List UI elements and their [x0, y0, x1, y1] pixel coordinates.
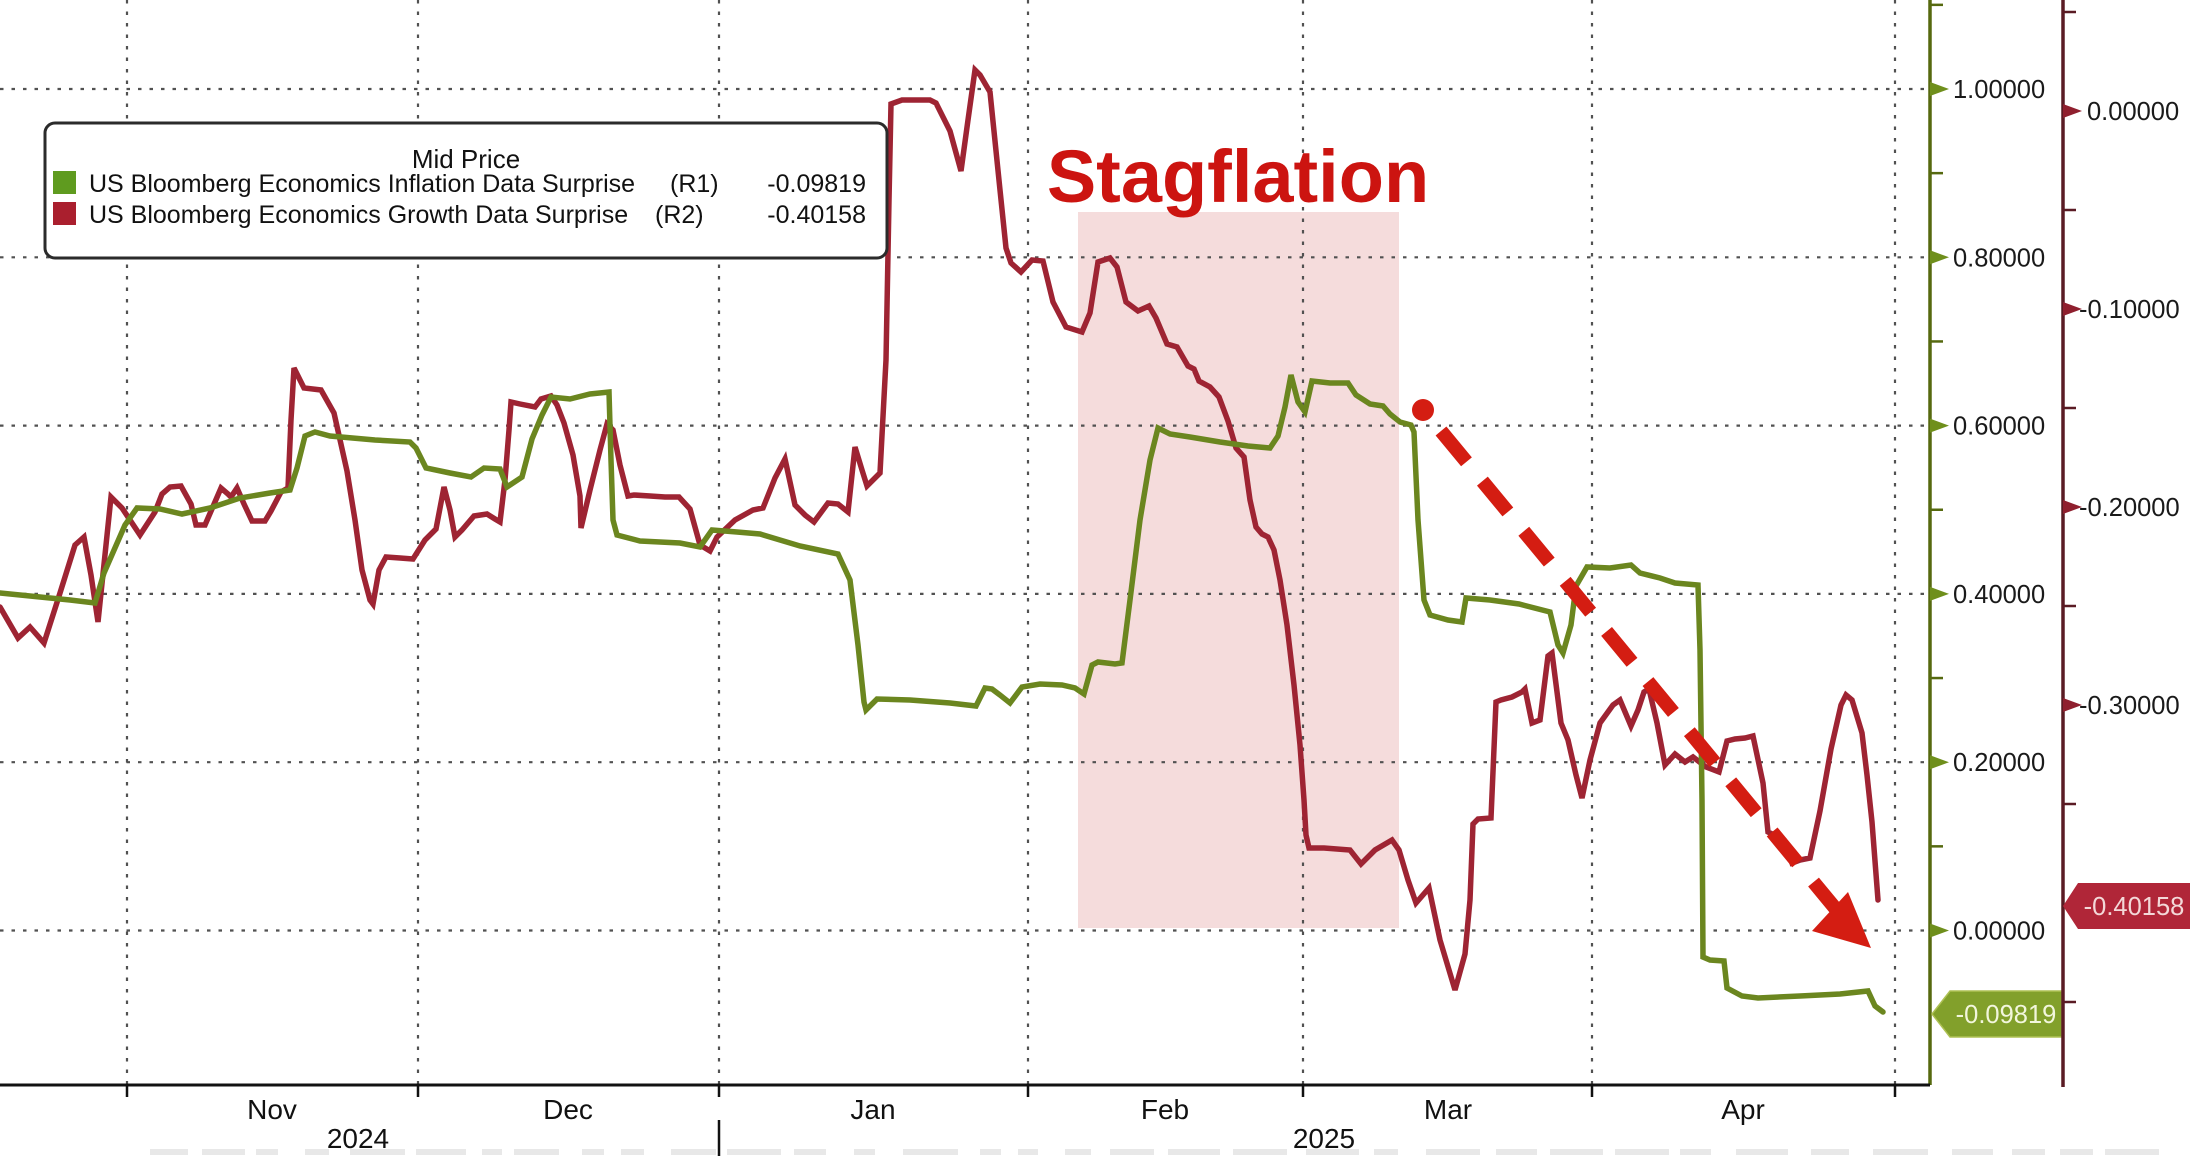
- svg-text:US Bloomberg Economics Inflati: US Bloomberg Economics Inflation Data Su…: [89, 170, 635, 198]
- svg-text:(R2): (R2): [655, 201, 704, 229]
- svg-text:0.60000: 0.60000: [1953, 413, 2045, 441]
- svg-text:-0.40158: -0.40158: [2084, 893, 2185, 921]
- svg-text:Mid Price: Mid Price: [412, 144, 520, 174]
- svg-text:0.00000: 0.00000: [2087, 98, 2179, 126]
- svg-text:-0.10000: -0.10000: [2079, 296, 2180, 324]
- svg-text:Stagflation: Stagflation: [1047, 135, 1429, 218]
- svg-text:-0.40158: -0.40158: [767, 201, 866, 229]
- svg-text:0.80000: 0.80000: [1953, 244, 2045, 272]
- svg-text:Dec: Dec: [543, 1094, 593, 1125]
- svg-text:0.20000: 0.20000: [1953, 749, 2045, 777]
- svg-text:-0.09819: -0.09819: [1956, 1001, 2057, 1029]
- svg-text:(R1): (R1): [670, 170, 719, 198]
- svg-text:0.00000: 0.00000: [1953, 918, 2045, 946]
- svg-text:-0.09819: -0.09819: [767, 170, 866, 198]
- svg-text:Nov: Nov: [247, 1094, 297, 1125]
- svg-text:Mar: Mar: [1424, 1094, 1472, 1125]
- svg-text:Jan: Jan: [850, 1094, 895, 1125]
- svg-text:1.00000: 1.00000: [1953, 76, 2045, 104]
- svg-text:Feb: Feb: [1141, 1094, 1189, 1125]
- svg-text:Apr: Apr: [1721, 1094, 1765, 1125]
- svg-text:US Bloomberg Economics Growth: US Bloomberg Economics Growth Data Surpr…: [89, 201, 628, 229]
- svg-text:-0.20000: -0.20000: [2079, 494, 2180, 522]
- svg-text:2025: 2025: [1293, 1123, 1355, 1154]
- svg-text:-0.30000: -0.30000: [2079, 692, 2180, 720]
- svg-text:0.40000: 0.40000: [1953, 581, 2045, 609]
- svg-text:2024: 2024: [327, 1123, 389, 1154]
